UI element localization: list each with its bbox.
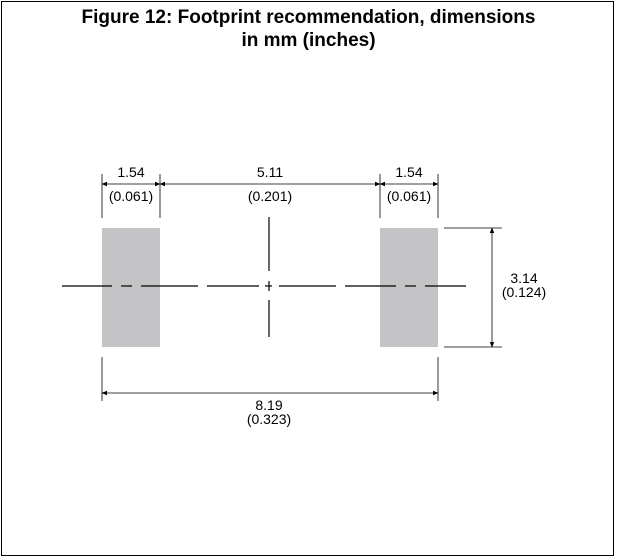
label-overall-length-in: (0.323): [247, 411, 291, 427]
label-right-pad-mm: 1.54: [395, 164, 422, 180]
label-right-pad-in: (0.061): [387, 188, 431, 204]
label-overall-length-mm: 8.19: [255, 397, 282, 413]
label-left-pad-in: (0.061): [109, 188, 153, 204]
label-pad-height-mm: 3.14: [510, 270, 537, 286]
figure-title-line2: in mm (inches): [241, 30, 376, 51]
figure-title-line1: Figure 12: Footprint recommendation, dim…: [81, 7, 536, 28]
extension-lines: [101, 174, 502, 401]
label-gap-mm: 5.11: [257, 164, 283, 180]
left-pad: [102, 228, 160, 347]
right-pad: [380, 228, 438, 347]
label-pad-height-in: (0.124): [502, 284, 546, 300]
label-gap-in: (0.201): [248, 188, 292, 204]
figure-title: Figure 12: Footprint recommendation, dim…: [0, 6, 617, 52]
label-left-pad-mm: 1.54: [117, 164, 144, 180]
